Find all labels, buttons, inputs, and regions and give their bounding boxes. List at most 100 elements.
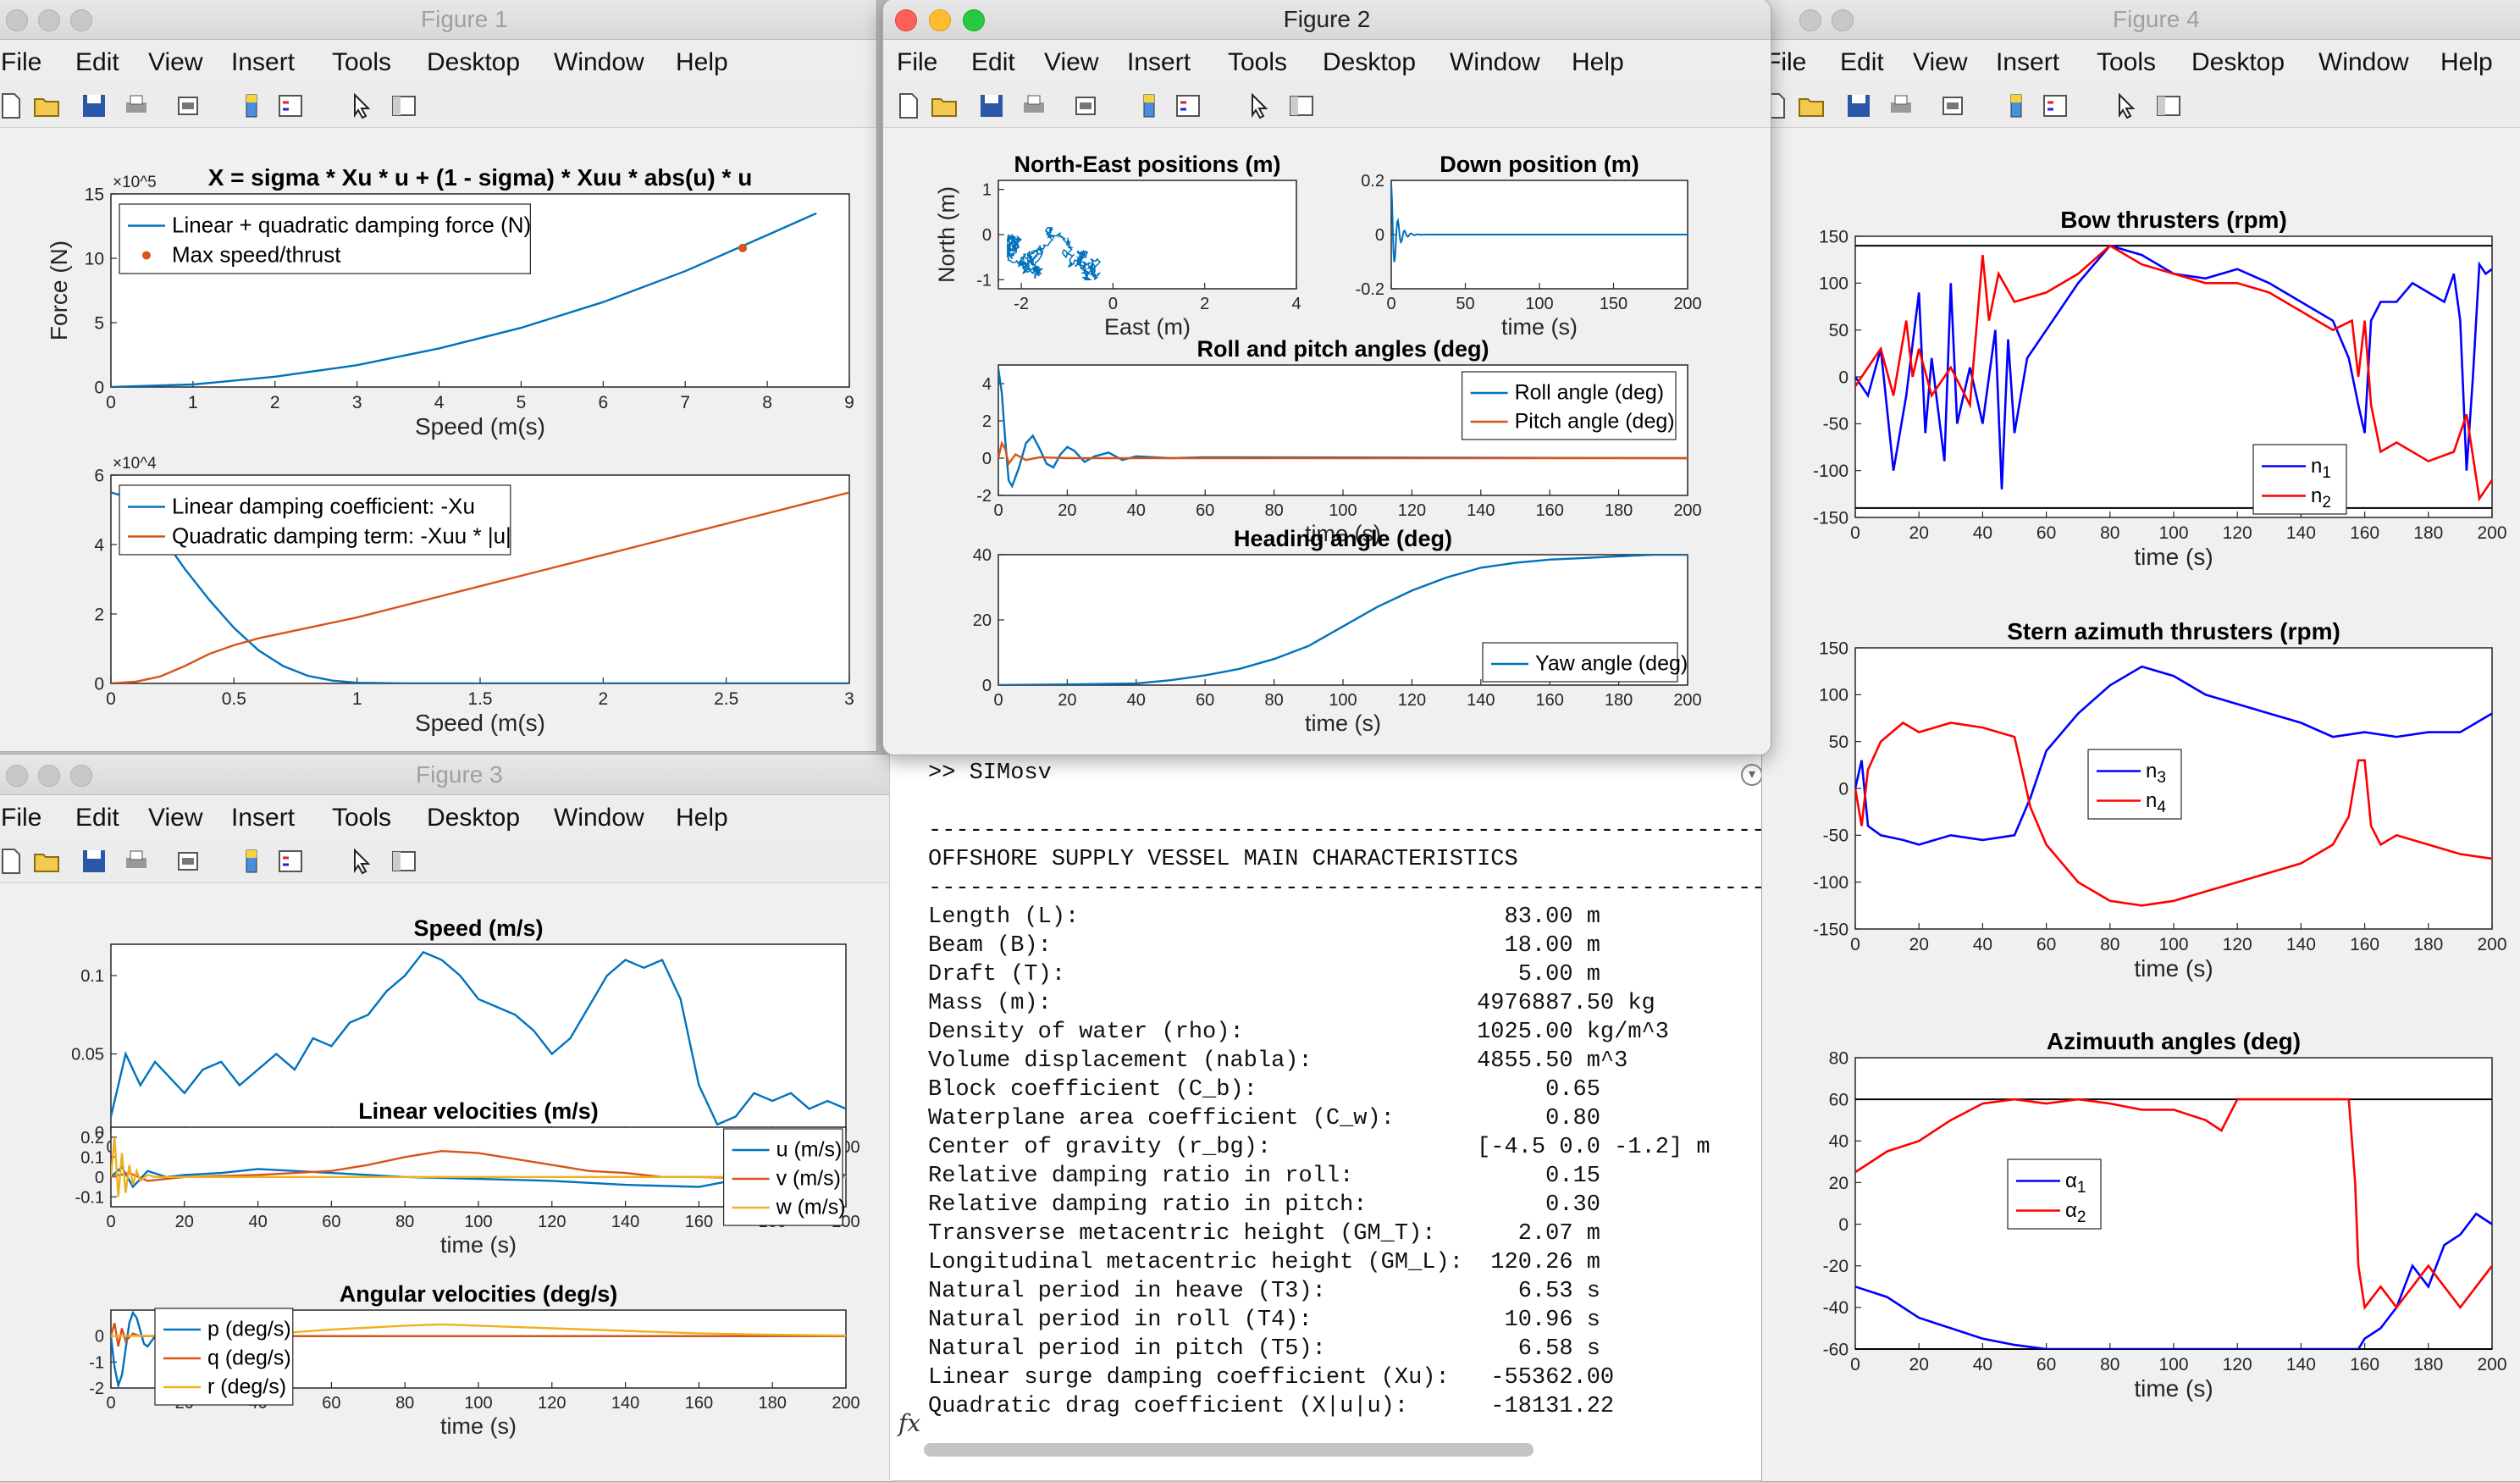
colorbar-icon[interactable] [2003, 92, 2030, 119]
menu-window[interactable]: Window [554, 48, 644, 76]
menu-desktop[interactable]: Desktop [2191, 48, 2285, 76]
save-icon[interactable] [80, 92, 108, 119]
close-button[interactable] [6, 9, 28, 31]
menu-edit[interactable]: Edit [1840, 48, 1884, 76]
horizontal-scrollbar[interactable] [924, 1443, 1534, 1457]
axes-fig4-azi[interactable]: 0 20 40 60 80 100 120 140 160 180 200 -60 -40 -20 0 20 4… [1823, 1028, 2507, 1402]
menu-help[interactable]: Help [1572, 48, 1624, 76]
figure1-titlebar[interactable]: Figure 1 [0, 0, 876, 40]
menu-help[interactable]: Help [2440, 48, 2493, 76]
menu-help[interactable]: Help [676, 804, 728, 832]
pointer-icon[interactable] [1246, 92, 1273, 119]
menu-window[interactable]: Window [2318, 48, 2409, 76]
legend-icon[interactable] [2042, 92, 2069, 119]
legend-icon[interactable] [277, 92, 304, 119]
menu-edit[interactable]: Edit [75, 804, 119, 832]
axes-fig2-yaw[interactable]: 0 20 40 60 80 100 120 140 160 180 200 0 20 40 Heading … [973, 526, 1702, 736]
menu-insert[interactable]: Insert [231, 804, 296, 832]
menu-file[interactable]: File [1, 48, 42, 76]
menu-insert[interactable]: Insert [231, 48, 296, 76]
command-window[interactable]: ▾ >> SIMosv ----------------------------… [889, 752, 1783, 1480]
open-folder-icon[interactable] [33, 92, 60, 119]
minimize-button[interactable] [38, 9, 60, 31]
save-icon[interactable] [1845, 92, 1872, 119]
menu-desktop[interactable]: Desktop [427, 804, 521, 832]
print-icon[interactable] [1020, 92, 1047, 119]
minimize-button[interactable] [1799, 9, 1821, 31]
legend[interactable]: Linear damping coefficient: -Xu Quadratic… [119, 484, 511, 556]
save-icon[interactable] [978, 92, 1005, 119]
open-folder-icon[interactable] [33, 848, 60, 875]
print-preview-icon[interactable] [175, 92, 202, 119]
close-button[interactable] [895, 9, 917, 31]
save-icon[interactable] [80, 848, 108, 875]
minimize-button[interactable] [38, 765, 60, 787]
axes-fig4-bow[interactable]: 0 20 40 60 80 100 120 140 160 180 200 -150 -100 -50 0 5… [1813, 207, 2507, 570]
menu-view[interactable]: View [148, 804, 203, 832]
colorbar-icon[interactable] [238, 848, 265, 875]
menu-tools[interactable]: Tools [1228, 48, 1288, 76]
menu-edit[interactable]: Edit [75, 48, 119, 76]
property-editor-icon[interactable] [1288, 92, 1315, 119]
legend[interactable]: Roll angle (deg) Pitch angle (deg) [1461, 371, 1677, 440]
legend[interactable]: u (m/s) v (m/s) w (m/s) [722, 1128, 846, 1226]
legend[interactable]: Yaw angle (deg) [1482, 642, 1688, 683]
menu-view[interactable]: View [1913, 48, 1968, 76]
zoom-button[interactable] [1832, 9, 1854, 31]
pointer-icon[interactable] [348, 92, 375, 119]
menu-file[interactable]: File [1, 804, 42, 832]
pointer-icon[interactable] [348, 848, 375, 875]
figure4-titlebar[interactable]: Figure 4 [1762, 0, 2520, 40]
zoom-button[interactable] [70, 765, 92, 787]
axes-fig3-speed[interactable]: 02040608010012014016018020000.050.1Speed… [71, 915, 860, 1183]
print-preview-icon[interactable] [1073, 92, 1100, 119]
close-button[interactable] [6, 765, 28, 787]
figure2-titlebar[interactable]: Figure 2 [883, 0, 1771, 40]
menu-view[interactable]: View [1044, 48, 1099, 76]
property-editor-icon[interactable] [390, 848, 417, 875]
legend-icon[interactable] [1174, 92, 1202, 119]
menu-insert[interactable]: Insert [1996, 48, 2060, 76]
open-folder-icon[interactable] [1798, 92, 1825, 119]
axes-fig3-angvel[interactable]: 020406080100120140160180200-2-10Angular … [89, 1281, 859, 1439]
menu-file[interactable]: File [897, 48, 938, 76]
property-editor-icon[interactable] [390, 92, 417, 119]
menu-tools[interactable]: Tools [2097, 48, 2157, 76]
print-icon[interactable] [1887, 92, 1915, 119]
legend-icon[interactable] [277, 848, 304, 875]
axes-fig1-top[interactable]: 0 1 2 3 4 5 6 7 8 9 0 5 10 15 X = sigma * Xu * u + (1 … [46, 164, 854, 440]
new-file-icon[interactable] [895, 92, 922, 119]
pointer-icon[interactable] [2113, 92, 2140, 119]
zoom-button[interactable] [963, 9, 985, 31]
colorbar-icon[interactable] [238, 92, 265, 119]
menu-help[interactable]: Help [676, 48, 728, 76]
open-folder-icon[interactable] [931, 92, 958, 119]
menu-desktop[interactable]: Desktop [427, 48, 521, 76]
axes-fig3-linvel[interactable]: 020406080100120140160180200-0.100.10.2Li… [75, 1098, 860, 1258]
menu-edit[interactable]: Edit [971, 48, 1015, 76]
menu-file[interactable]: File [1766, 48, 1807, 76]
menu-tools[interactable]: Tools [332, 804, 392, 832]
menu-view[interactable]: View [148, 48, 203, 76]
minimize-button[interactable] [929, 9, 951, 31]
menu-tools[interactable]: Tools [332, 48, 392, 76]
figure3-titlebar[interactable]: Figure 3 [0, 755, 893, 795]
legend[interactable]: Linear + quadratic damping force (N) Max … [119, 203, 531, 274]
colorbar-icon[interactable] [1136, 92, 1163, 119]
menu-window[interactable]: Window [1450, 48, 1540, 76]
menu-desktop[interactable]: Desktop [1323, 48, 1417, 76]
property-editor-icon[interactable] [2155, 92, 2182, 119]
print-icon[interactable] [123, 848, 150, 875]
new-file-icon[interactable] [0, 92, 25, 119]
print-preview-icon[interactable] [1940, 92, 1967, 119]
new-file-icon[interactable] [0, 848, 25, 875]
menu-insert[interactable]: Insert [1127, 48, 1191, 76]
menu-window[interactable]: Window [554, 804, 644, 832]
print-preview-icon[interactable] [175, 848, 202, 875]
print-icon[interactable] [123, 92, 150, 119]
zoom-button[interactable] [70, 9, 92, 31]
